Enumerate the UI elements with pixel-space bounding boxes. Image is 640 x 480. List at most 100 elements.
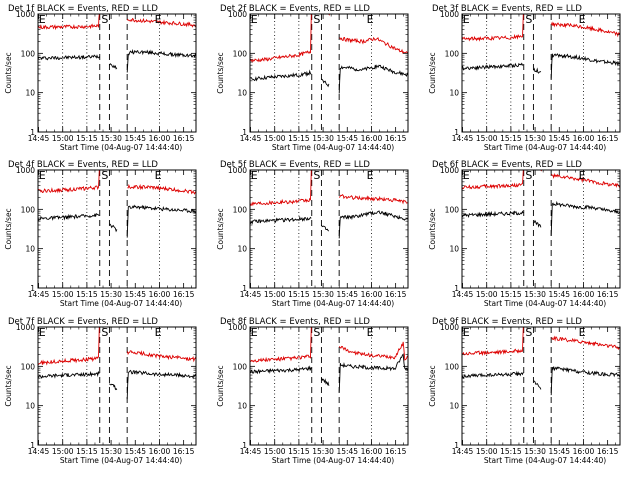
x-axis-label: Start Time (04-Aug-07 14:44:40) [272,299,394,308]
y-axis-label: Counts/sec [4,208,13,249]
y-tick-label: 100 [21,49,36,58]
lld-series-line [551,335,620,351]
lld-series-line [550,21,620,38]
events-series-line [250,215,312,225]
y-tick-label: 1 [30,128,35,137]
y-tick-label: 10 [449,89,459,98]
x-tick-label: 15:15 [500,134,522,143]
x-tick-label: 14:45 [28,290,50,299]
x-tick-label: 15:00 [264,447,286,456]
flag-label-s: S [525,169,532,182]
flag-label-e: E [579,169,586,182]
events-series-line [338,210,408,239]
x-tick-label: 15:45 [124,290,146,299]
y-tick-label: 10 [449,402,459,411]
events-series-line [338,64,408,94]
x-tick-label: 16:00 [361,447,383,456]
y-tick-label: 1 [30,284,35,293]
x-tick-label: 15:00 [52,290,74,299]
y-tick-label: 100 [233,362,248,371]
x-tick-label: 15:45 [548,290,570,299]
panel-title: Det 3f BLACK = Events, RED = LLD [432,4,582,14]
x-tick-label: 16:00 [149,134,171,143]
y-tick-label: 10 [237,89,247,98]
x-tick-label: 15:00 [264,134,286,143]
x-tick-label: 15:15 [288,134,310,143]
events-series-line [462,370,524,380]
x-tick-label: 15:45 [124,134,146,143]
lld-series-line [38,170,100,194]
y-tick-label: 1000 [228,166,247,175]
events-series-line [462,62,524,71]
x-tick-label: 16:15 [597,447,619,456]
x-axis-label: Start Time (04-Aug-07 14:44:40) [484,299,606,308]
panel-title: Det 1f BLACK = Events, RED = LLD [8,4,158,14]
y-axis-label: Counts/sec [216,52,225,93]
flag-label-e: E [155,326,162,339]
events-series-line [550,53,620,79]
flag-label-s: S [525,13,532,26]
flag-label-e: E [251,13,258,26]
x-tick-label: 15:45 [548,134,570,143]
y-tick-label: 10 [25,402,35,411]
lld-series-line [551,172,620,188]
plot-frame [249,169,409,289]
events-series-line [321,377,330,386]
flag-label-e: E [39,13,46,26]
plot-frame [249,13,409,133]
x-tick-label: 16:00 [361,290,383,299]
x-tick-label: 14:45 [240,134,262,143]
y-tick-label: 100 [445,362,460,371]
x-axis-label: Start Time (04-Aug-07 14:44:40) [60,299,182,308]
x-axis-label: Start Time (04-Aug-07 14:44:40) [484,143,606,152]
flag-label-e: E [463,326,470,339]
flag-label-e: E [367,169,374,182]
y-tick-label: 1 [242,284,247,293]
y-tick-label: 1 [30,441,35,450]
x-tick-label: 14:45 [452,290,474,299]
x-tick-label: 15:15 [288,447,310,456]
x-tick-label: 15:45 [336,290,358,299]
y-tick-label: 1 [454,128,459,137]
events-series-line [533,219,542,228]
plot-frame [461,169,621,289]
x-tick-label: 16:00 [573,134,595,143]
flag-label-s: S [313,326,320,339]
x-tick-label: 15:15 [76,134,98,143]
events-series-line [250,69,312,82]
y-axis-label: Counts/sec [216,208,225,249]
x-tick-label: 16:00 [149,447,171,456]
flag-label-s: S [101,326,108,339]
x-tick-label: 15:00 [264,290,286,299]
flag-label-e: E [39,326,46,339]
x-tick-label: 15:00 [52,134,74,143]
events-series-line [550,366,620,396]
plot-frame [461,326,621,446]
y-axis-label: Counts/sec [428,365,437,406]
x-axis-label: Start Time (04-Aug-07 14:44:40) [60,456,182,465]
events-series-line [126,369,196,400]
x-tick-label: 15:15 [500,290,522,299]
y-tick-label: 100 [21,205,36,214]
flag-label-s: S [525,326,532,339]
flag-label-e: E [463,169,470,182]
panel-title: Det 4f BLACK = Events, RED = LLD [8,160,158,170]
lld-series-line [250,170,312,207]
lld-series-line [250,14,312,64]
x-tick-label: 15:30 [524,447,546,456]
y-axis-label: Counts/sec [428,208,437,249]
events-series-line [321,78,330,88]
y-tick-label: 1000 [440,166,459,175]
events-series-line [38,213,100,221]
x-tick-label: 15:30 [524,134,546,143]
x-tick-label: 16:15 [173,134,195,143]
x-tick-label: 14:45 [240,447,262,456]
events-series-line [338,353,408,393]
y-tick-label: 1 [242,128,247,137]
y-tick-label: 100 [233,205,248,214]
